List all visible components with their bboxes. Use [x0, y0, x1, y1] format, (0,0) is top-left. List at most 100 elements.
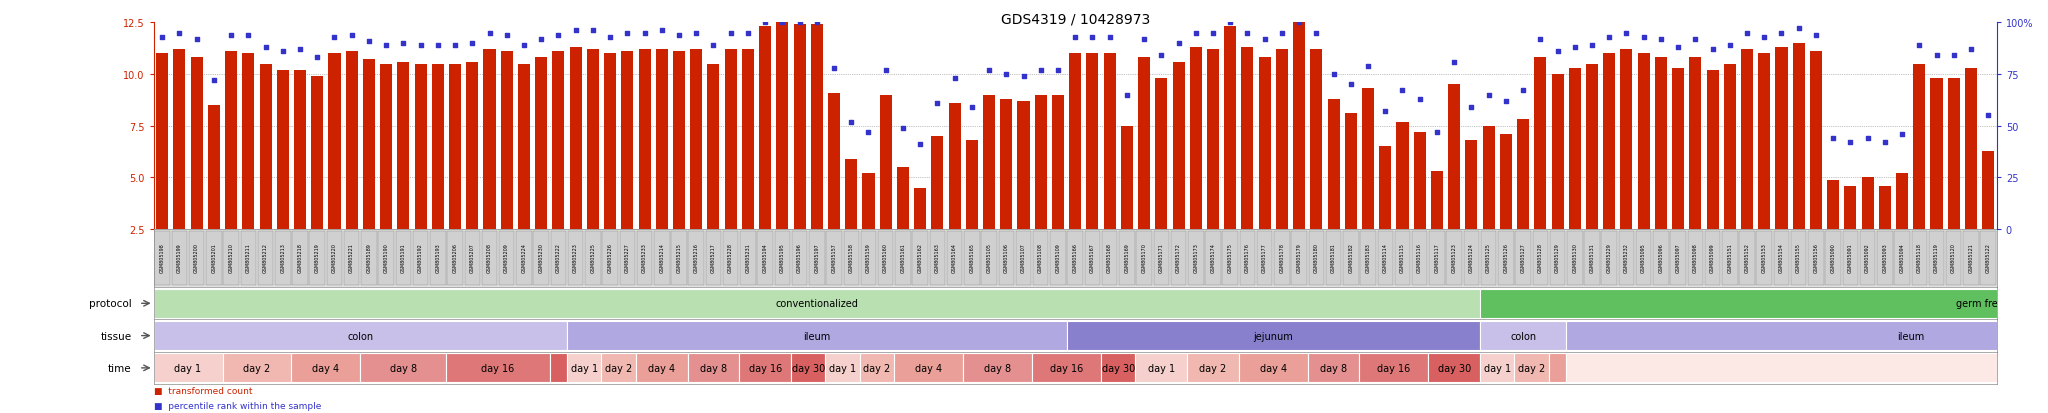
FancyBboxPatch shape — [1446, 231, 1462, 286]
Text: GSM805192: GSM805192 — [418, 242, 424, 272]
Text: GSM805194: GSM805194 — [762, 242, 768, 272]
Point — [852, 129, 885, 136]
Point — [1368, 109, 1401, 115]
Text: GSM805097: GSM805097 — [1675, 242, 1681, 272]
Point — [868, 67, 901, 74]
Text: day 1: day 1 — [1147, 363, 1176, 373]
Text: GSM805096: GSM805096 — [1659, 242, 1663, 272]
Bar — [1534, 58, 1546, 230]
FancyBboxPatch shape — [825, 231, 842, 286]
Text: GSM805218: GSM805218 — [297, 242, 303, 272]
FancyBboxPatch shape — [1051, 231, 1065, 286]
FancyBboxPatch shape — [154, 354, 223, 382]
Bar — [621, 52, 633, 230]
Point — [1835, 140, 1868, 146]
Bar — [1241, 48, 1253, 230]
FancyBboxPatch shape — [707, 231, 721, 286]
FancyBboxPatch shape — [360, 231, 377, 286]
Point — [1731, 30, 1763, 37]
Text: GSM805094: GSM805094 — [1901, 242, 1905, 272]
FancyBboxPatch shape — [688, 354, 739, 382]
Text: GSM805159: GSM805159 — [866, 242, 870, 272]
Bar — [1569, 69, 1581, 230]
Bar — [897, 168, 909, 230]
Text: GSM805225: GSM805225 — [590, 242, 596, 272]
FancyBboxPatch shape — [999, 231, 1014, 286]
FancyBboxPatch shape — [379, 231, 393, 286]
FancyBboxPatch shape — [446, 354, 549, 382]
Text: GSM805124: GSM805124 — [1468, 242, 1475, 272]
FancyBboxPatch shape — [1757, 231, 1772, 286]
Bar — [948, 104, 961, 230]
Bar — [1120, 126, 1133, 230]
Text: GSM805127: GSM805127 — [1520, 242, 1526, 272]
Point — [575, 28, 608, 35]
Bar — [760, 27, 772, 230]
Text: GSM805180: GSM805180 — [1315, 242, 1319, 272]
Text: GSM805129: GSM805129 — [1554, 242, 1561, 272]
FancyBboxPatch shape — [223, 354, 291, 382]
Text: GSM805099: GSM805099 — [1710, 242, 1714, 272]
Point — [1507, 88, 1540, 95]
Bar — [1260, 58, 1270, 230]
Text: GSM805169: GSM805169 — [1124, 242, 1128, 272]
FancyBboxPatch shape — [809, 231, 825, 286]
FancyBboxPatch shape — [688, 231, 705, 286]
Bar — [846, 159, 858, 230]
Text: day 4: day 4 — [649, 363, 676, 373]
FancyBboxPatch shape — [602, 354, 637, 382]
Point — [1575, 43, 1608, 49]
Point — [543, 32, 575, 39]
Bar — [1104, 54, 1116, 230]
Point — [1438, 59, 1470, 66]
Text: GSM805229: GSM805229 — [1608, 242, 1612, 272]
Bar — [483, 50, 496, 230]
FancyBboxPatch shape — [154, 231, 170, 286]
FancyBboxPatch shape — [653, 231, 670, 286]
Text: day 8: day 8 — [389, 363, 418, 373]
Bar — [1620, 50, 1632, 230]
FancyBboxPatch shape — [1688, 231, 1704, 286]
FancyBboxPatch shape — [1360, 354, 1427, 382]
Text: day 30: day 30 — [1102, 363, 1135, 373]
Text: conventionalized: conventionalized — [776, 299, 858, 309]
Text: GSM805091: GSM805091 — [1847, 242, 1853, 272]
FancyBboxPatch shape — [1516, 231, 1530, 286]
Text: GSM805193: GSM805193 — [436, 242, 440, 272]
FancyBboxPatch shape — [446, 231, 463, 286]
Point — [422, 43, 455, 49]
Point — [1110, 92, 1143, 99]
Text: GSM805114: GSM805114 — [1382, 242, 1389, 272]
FancyBboxPatch shape — [723, 231, 739, 286]
Point — [266, 49, 299, 55]
FancyBboxPatch shape — [1567, 354, 2048, 382]
Bar — [690, 50, 702, 230]
FancyBboxPatch shape — [1118, 231, 1135, 286]
Point — [594, 34, 627, 41]
FancyBboxPatch shape — [1704, 231, 1720, 286]
Point — [956, 104, 989, 111]
Bar — [362, 60, 375, 230]
Point — [1972, 113, 2005, 119]
FancyBboxPatch shape — [946, 231, 963, 286]
FancyBboxPatch shape — [1102, 354, 1135, 382]
Bar — [553, 52, 565, 230]
Text: GSM805195: GSM805195 — [780, 242, 784, 272]
Text: GSM805183: GSM805183 — [1366, 242, 1370, 272]
FancyBboxPatch shape — [1223, 231, 1237, 286]
FancyBboxPatch shape — [500, 231, 514, 286]
Text: GSM805208: GSM805208 — [487, 242, 492, 272]
Point — [836, 119, 868, 126]
Bar — [1638, 54, 1651, 230]
FancyBboxPatch shape — [1411, 231, 1427, 286]
Text: GSM805181: GSM805181 — [1331, 242, 1335, 272]
Text: GSM805125: GSM805125 — [1487, 242, 1491, 272]
Point — [782, 20, 815, 26]
Point — [629, 30, 662, 37]
Text: GSM805233: GSM805233 — [641, 242, 647, 272]
Text: GSM805177: GSM805177 — [1262, 242, 1268, 272]
FancyBboxPatch shape — [567, 321, 1067, 350]
Point — [1403, 96, 1436, 103]
Text: GSM805117: GSM805117 — [1434, 242, 1440, 272]
Point — [1851, 135, 1884, 142]
